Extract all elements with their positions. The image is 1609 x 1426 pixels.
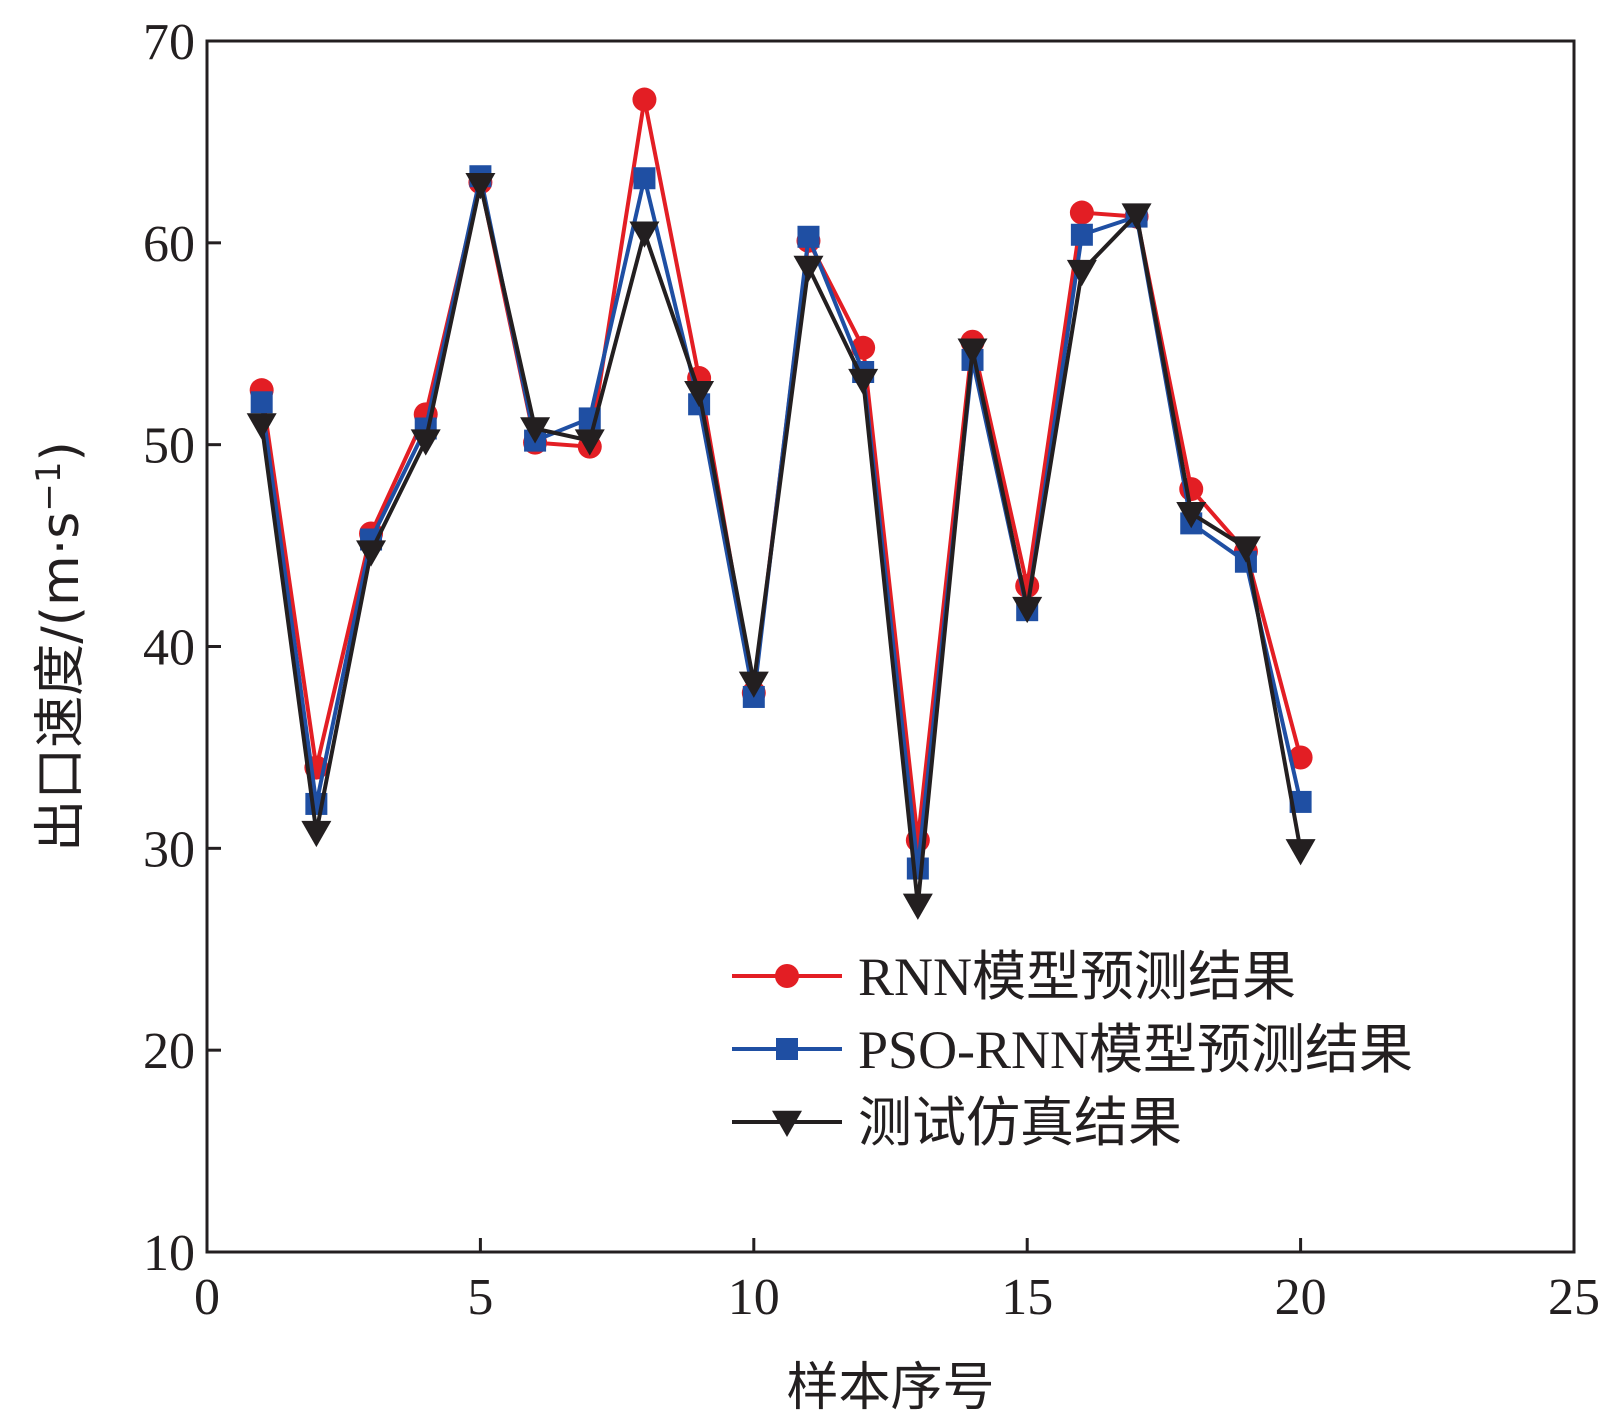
series-3-point: [793, 255, 824, 283]
y-axis-title-close: ): [31, 441, 91, 461]
series-layer: [246, 87, 1316, 920]
series-3-point: [1285, 839, 1316, 866]
series-3-point: [684, 380, 715, 408]
series-3-point: [629, 221, 660, 248]
x-tick-label: 15: [1001, 1269, 1053, 1326]
series-2-point: [1070, 223, 1093, 246]
legend-label: PSO-RNN模型预测结果: [858, 1020, 1413, 1080]
series-3-point: [902, 893, 933, 920]
y-tick-label: 40: [143, 620, 195, 677]
legend-item-3: 测试仿真结果: [732, 1093, 1182, 1153]
series-3-point: [1176, 502, 1207, 529]
x-tick-label: 10: [728, 1269, 780, 1326]
series-3-point: [301, 820, 332, 848]
y-tick-label: 30: [143, 821, 195, 878]
y-tick-label: 50: [143, 418, 195, 475]
legend-item-2: PSO-RNN模型预测结果: [732, 1020, 1413, 1080]
series-3-point: [356, 540, 387, 567]
series-3-point: [520, 417, 551, 444]
y-tick-label: 20: [143, 1023, 195, 1080]
series-3: [246, 173, 1316, 920]
x-tick-label: 25: [1548, 1269, 1600, 1326]
legend-swatch-marker: [775, 964, 799, 988]
y-axis-title-superscript: −1: [29, 462, 69, 512]
series-3-point: [1121, 203, 1152, 230]
x-tick-label: 0: [194, 1269, 220, 1326]
y-tick-label: 60: [143, 216, 195, 273]
series-1-point: [1069, 200, 1094, 225]
ticks-layer: 0 5 10 15 20 25 10 20 30 40 50 60 70: [143, 14, 1600, 1326]
x-tick-label: 5: [467, 1269, 493, 1326]
series-3-point: [465, 173, 496, 200]
series-3-point: [1012, 596, 1043, 624]
series-3-point: [410, 429, 441, 456]
legend-label: 测试仿真结果: [858, 1093, 1182, 1153]
series-3-point: [1230, 536, 1261, 563]
series-3-line: [259, 182, 1303, 907]
series-3-point: [246, 413, 277, 440]
series-2-point: [1289, 790, 1312, 813]
y-tick-label: 10: [143, 1225, 195, 1282]
series-2: [250, 165, 1312, 880]
legend-item-1: RNN模型预测结果: [732, 947, 1296, 1007]
series-3-point: [1066, 259, 1097, 287]
x-tick-label: 20: [1275, 1269, 1327, 1326]
series-2-line: [259, 174, 1303, 871]
series-2-point: [250, 391, 273, 414]
y-tick-label: 70: [143, 14, 195, 71]
legend-label: RNN模型预测结果: [858, 947, 1296, 1007]
series-3-point: [574, 429, 605, 456]
series-2-point: [633, 167, 656, 190]
x-axis-title: 样本序号: [786, 1358, 994, 1418]
series-3-point: [848, 368, 879, 396]
series-1-point: [1288, 745, 1313, 770]
series-1-point: [632, 87, 657, 112]
y-axis-title-main: 出口速度/(m·s: [31, 512, 91, 852]
legend-swatch-marker: [776, 1038, 798, 1060]
y-axis-title: 出口速度/(m·s−1): [29, 441, 91, 852]
series-2-point: [797, 225, 820, 248]
series-3-point: [957, 338, 988, 365]
series-2-point: [906, 857, 929, 880]
series-3-point: [738, 671, 769, 698]
legend-swatch-marker: [772, 1110, 802, 1137]
